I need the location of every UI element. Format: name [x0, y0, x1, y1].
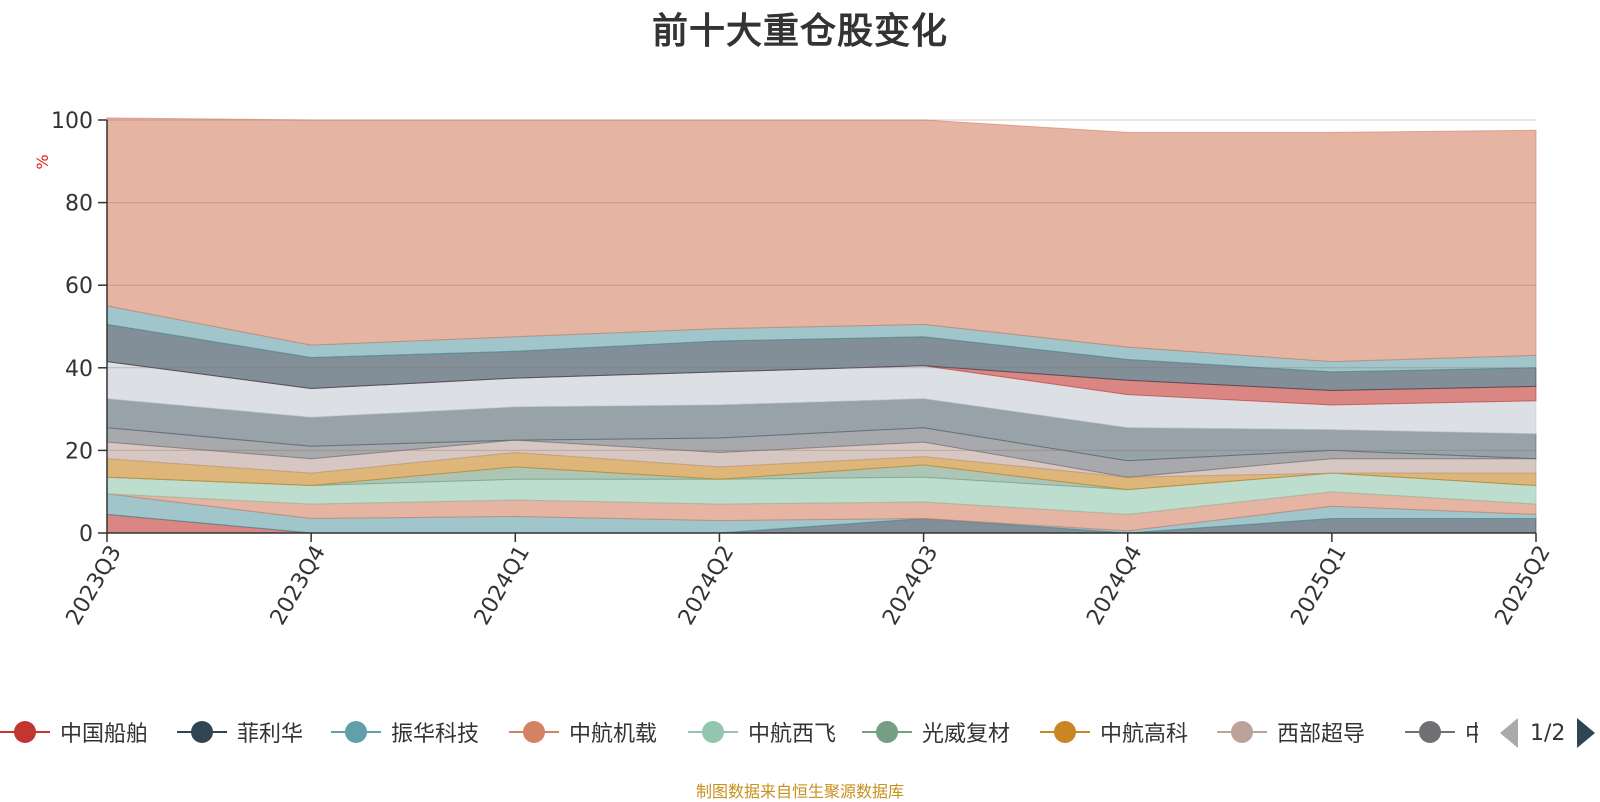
legend-label: 中航机载: [569, 722, 658, 747]
legend-marker-icon: [509, 720, 559, 744]
legend-item[interactable]: 中航西飞: [688, 712, 836, 752]
legend-marker-icon: [1217, 720, 1267, 744]
y-tick-label: 80: [65, 192, 93, 217]
legend-label: 中航光电: [1465, 722, 1478, 747]
y-tick-labels: 0 20 40 60 80 100: [51, 109, 93, 547]
legend-marker-icon: [1040, 720, 1090, 744]
x-tick-label: 2024Q1: [470, 541, 535, 629]
legend-label: 中航西飞: [748, 722, 837, 747]
x-tick-label: 2023Q3: [62, 541, 127, 629]
legend-marker-icon: [862, 720, 912, 744]
legend-item[interactable]: 光威复材: [862, 712, 1010, 752]
legend-marker-icon: [0, 720, 50, 744]
x-tick-label: 2024Q4: [1082, 541, 1147, 629]
legend-label: 菲利华: [237, 722, 304, 747]
legend-label: 光威复材: [922, 722, 1011, 747]
legend-marker-icon: [177, 720, 227, 744]
y-tick-label: 40: [65, 357, 93, 382]
area-series-14: [106, 117, 1537, 363]
stacked-areas: [106, 117, 1537, 534]
legend-item[interactable]: 振华科技: [331, 712, 479, 752]
legend-item[interactable]: 中航高科: [1040, 712, 1188, 752]
legend-marker-icon: [331, 720, 381, 744]
grid-lines: [107, 119, 1536, 451]
y-axis-label: %: [33, 154, 52, 169]
legend-label: 振华科技: [391, 722, 480, 747]
x-tick-labels: 2023Q3 2023Q4 2024Q1 2024Q2 2024Q3 2024Q4 2025…: [62, 541, 1556, 629]
x-tick-label: 2023Q4: [266, 541, 331, 629]
y-tick-label: 60: [65, 274, 93, 299]
y-tick-label: 100: [51, 109, 93, 134]
axes: [98, 119, 1537, 542]
y-tick-label: 0: [79, 522, 93, 547]
x-tick-label: 2025Q2: [1491, 541, 1556, 629]
legend-marker-icon: [688, 720, 738, 744]
x-tick-label: 2024Q2: [674, 541, 739, 629]
x-tick-label: 2025Q1: [1286, 541, 1351, 629]
x-tick-label: 2024Q3: [878, 541, 943, 629]
legend-label: 西部超导: [1277, 722, 1366, 747]
legend-next-arrow-icon[interactable]: [1577, 718, 1596, 748]
legend-marker-icon: [1405, 720, 1455, 744]
legend-page-indicator: 1/2: [1530, 720, 1566, 746]
legend-label: 中国船舶: [60, 722, 149, 747]
legend-pager: 1/2: [1500, 718, 1596, 748]
chart-title: 前十大重仓股变化: [651, 11, 948, 52]
source-note: 制图数据来自恒生聚源数据库: [695, 782, 904, 801]
legend-item[interactable]: 西部超导: [1217, 712, 1365, 752]
legend-item[interactable]: 中航机载: [509, 712, 657, 752]
legend: 中国船舶 菲利华 振华科技 中航机载 中航西飞 光威复材 中航高科 西部超导 中航光电: [0, 712, 1478, 752]
legend-item[interactable]: 中航光电: [1405, 712, 1478, 752]
legend-label: 中航高科: [1100, 722, 1189, 747]
legend-item[interactable]: 中国船舶: [0, 712, 148, 752]
legend-prev-arrow-icon[interactable]: [1500, 718, 1518, 748]
y-tick-label: 20: [65, 439, 93, 464]
legend-item[interactable]: 菲利华: [177, 712, 303, 752]
